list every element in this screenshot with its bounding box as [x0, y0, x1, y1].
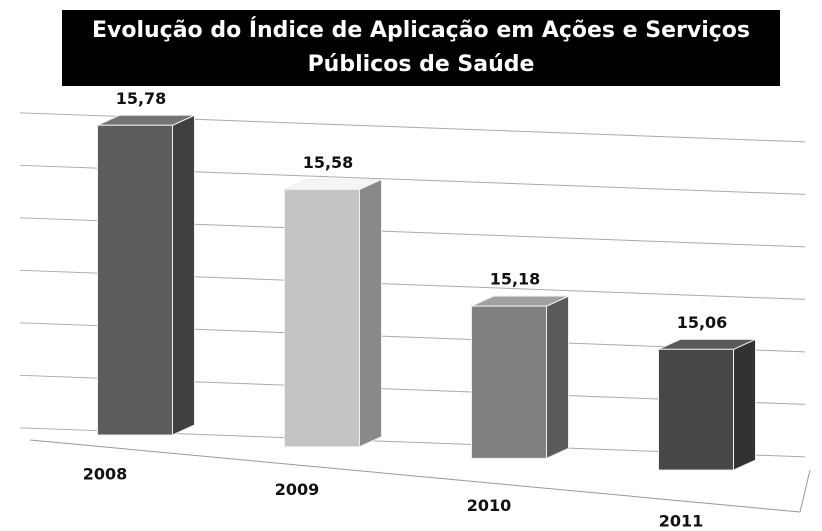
bar: [471, 305, 547, 459]
floor-edge: [799, 469, 811, 513]
bar-side: [359, 178, 382, 448]
bar-side: [172, 114, 195, 436]
chart-title: Evolução do Índice de Aplicação em Ações…: [62, 10, 780, 86]
value-label: 15,58: [303, 153, 354, 172]
bar: [284, 188, 360, 448]
floor-edge: [29, 439, 801, 513]
value-label: 15,06: [677, 313, 728, 332]
value-label: 15,78: [116, 89, 167, 108]
bar: [658, 348, 734, 471]
bar: [97, 124, 173, 436]
x-tick-label: 2008: [83, 465, 128, 484]
value-label: 15,18: [490, 270, 541, 289]
x-tick-label: 2011: [659, 512, 704, 531]
bar-side: [546, 295, 569, 460]
x-tick-label: 2010: [467, 496, 512, 515]
x-tick-label: 2009: [275, 480, 320, 499]
bar-side: [733, 338, 756, 471]
